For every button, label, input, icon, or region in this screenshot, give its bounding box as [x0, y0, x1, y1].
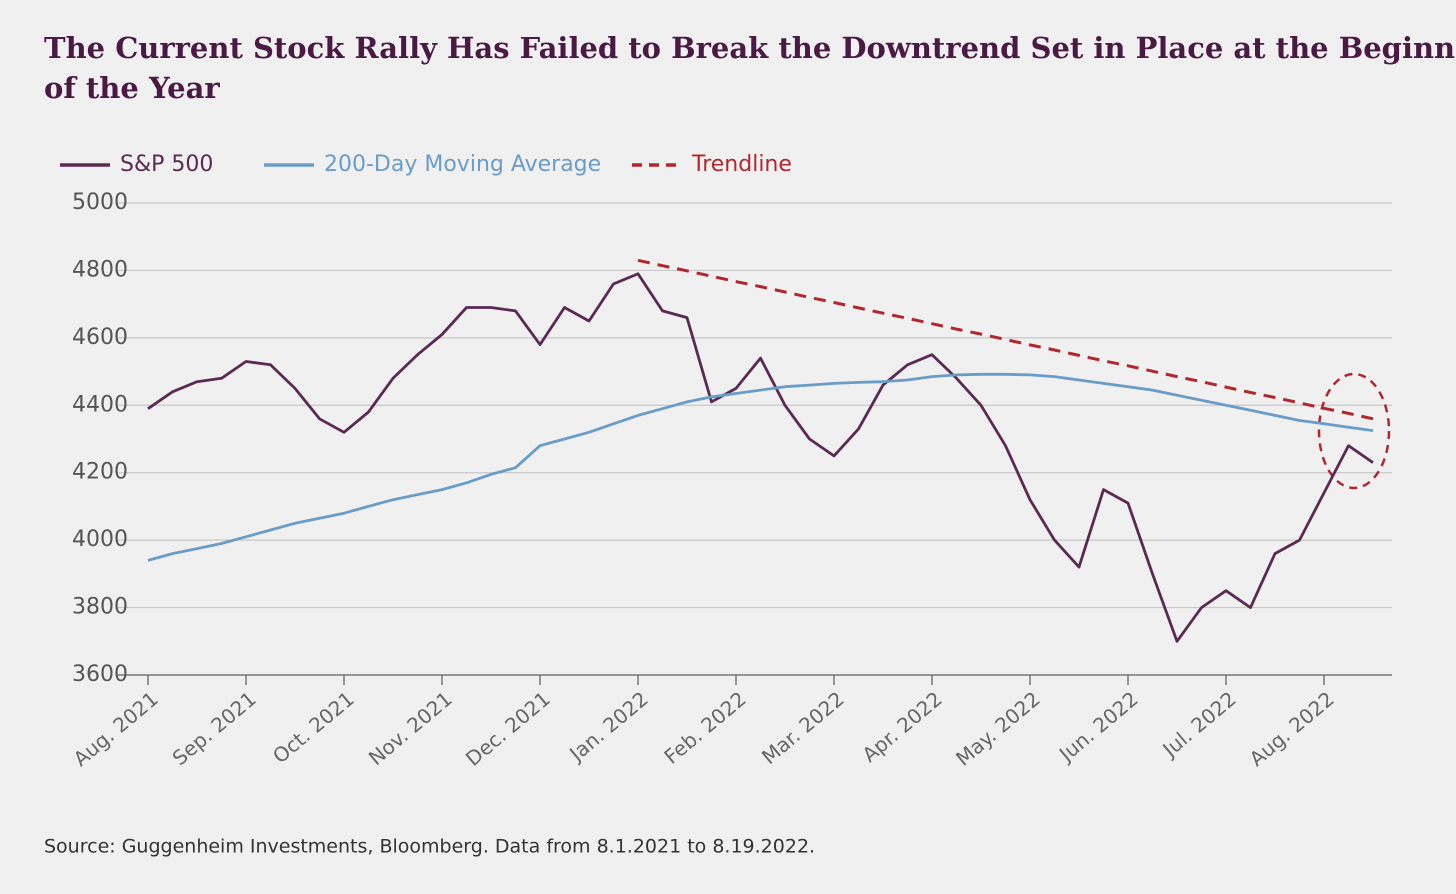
- chart-title: The Current Stock Rally Has Failed to Br…: [44, 31, 1456, 105]
- highlight-ellipse: [1317, 372, 1391, 490]
- y-tick-label: 4400: [72, 392, 128, 417]
- series-line: [147, 272, 1374, 643]
- legend-label: Trendline: [691, 152, 792, 177]
- y-tick-label: 4800: [72, 257, 128, 282]
- legend-label: 200-Day Moving Average: [324, 152, 601, 177]
- y-tick-label: 5000: [72, 190, 128, 215]
- y-tick-label: 3600: [72, 662, 128, 687]
- legend-label: S&P 500: [120, 152, 213, 177]
- y-tick-label: 4600: [72, 325, 128, 350]
- source-note: Source: Guggenheim Investments, Bloomber…: [44, 836, 815, 858]
- series-line: [147, 372, 1374, 562]
- y-tick-label: 4000: [72, 527, 128, 552]
- y-tick-label: 3800: [72, 595, 128, 620]
- y-tick-label: 4200: [72, 460, 128, 485]
- series-line: [637, 258, 1374, 421]
